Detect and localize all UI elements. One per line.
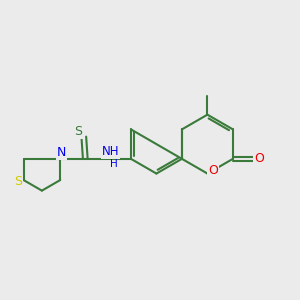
Text: S: S — [74, 125, 83, 138]
Text: NH: NH — [102, 145, 119, 158]
Text: O: O — [208, 164, 218, 177]
Text: H: H — [110, 159, 118, 169]
Text: O: O — [254, 152, 264, 165]
Text: S: S — [14, 175, 22, 188]
Text: N: N — [57, 146, 66, 159]
